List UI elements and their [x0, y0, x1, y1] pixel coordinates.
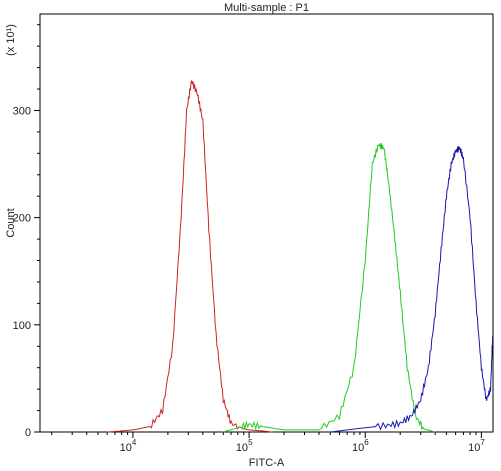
y-tick-label: 100 [13, 320, 31, 332]
series-line-1 [107, 80, 273, 433]
x-tick-exponent: 4 [132, 438, 137, 447]
x-tick-exponent: 7 [480, 438, 485, 447]
series-line-2 [223, 143, 436, 433]
x-tick-label: 10 [352, 442, 364, 454]
x-tick-exponent: 6 [364, 438, 369, 447]
plot-frame [39, 13, 494, 433]
x-axis-label: FITC-A [249, 457, 285, 469]
x-tick-label: 10 [236, 442, 248, 454]
y-tick-label: 200 [13, 213, 31, 225]
y-tick-label: 300 [13, 105, 31, 117]
y-axis-label: Count [5, 208, 17, 237]
x-tick-exponent: 5 [248, 438, 253, 447]
series-group [107, 80, 494, 433]
series-line-3 [330, 146, 494, 433]
x-tick-label: 10 [468, 442, 480, 454]
y-axis-multiplier: (x 10¹) [5, 24, 17, 56]
x-tick-label: 10 [120, 442, 132, 454]
chart-title: Multi-sample : P1 [224, 2, 309, 14]
y-tick-label: 0 [25, 427, 31, 439]
